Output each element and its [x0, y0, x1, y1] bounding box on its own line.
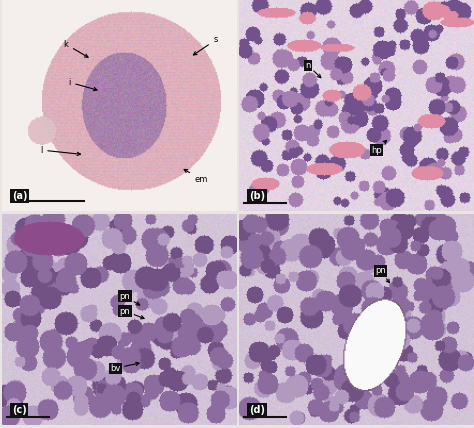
Text: l: l: [40, 146, 81, 155]
Text: (b): (b): [249, 191, 265, 201]
Text: em: em: [184, 169, 208, 184]
Text: i: i: [68, 78, 97, 91]
Text: s: s: [193, 36, 218, 55]
Text: bv: bv: [110, 362, 139, 373]
Text: pn: pn: [375, 266, 390, 283]
Text: pn: pn: [119, 292, 140, 305]
Text: (a): (a): [12, 191, 27, 201]
Text: hp: hp: [371, 140, 387, 155]
Text: n: n: [305, 61, 321, 78]
Text: k: k: [64, 40, 88, 57]
Text: pn: pn: [119, 306, 144, 319]
Text: (c): (c): [12, 405, 27, 415]
Text: (d): (d): [249, 405, 265, 415]
